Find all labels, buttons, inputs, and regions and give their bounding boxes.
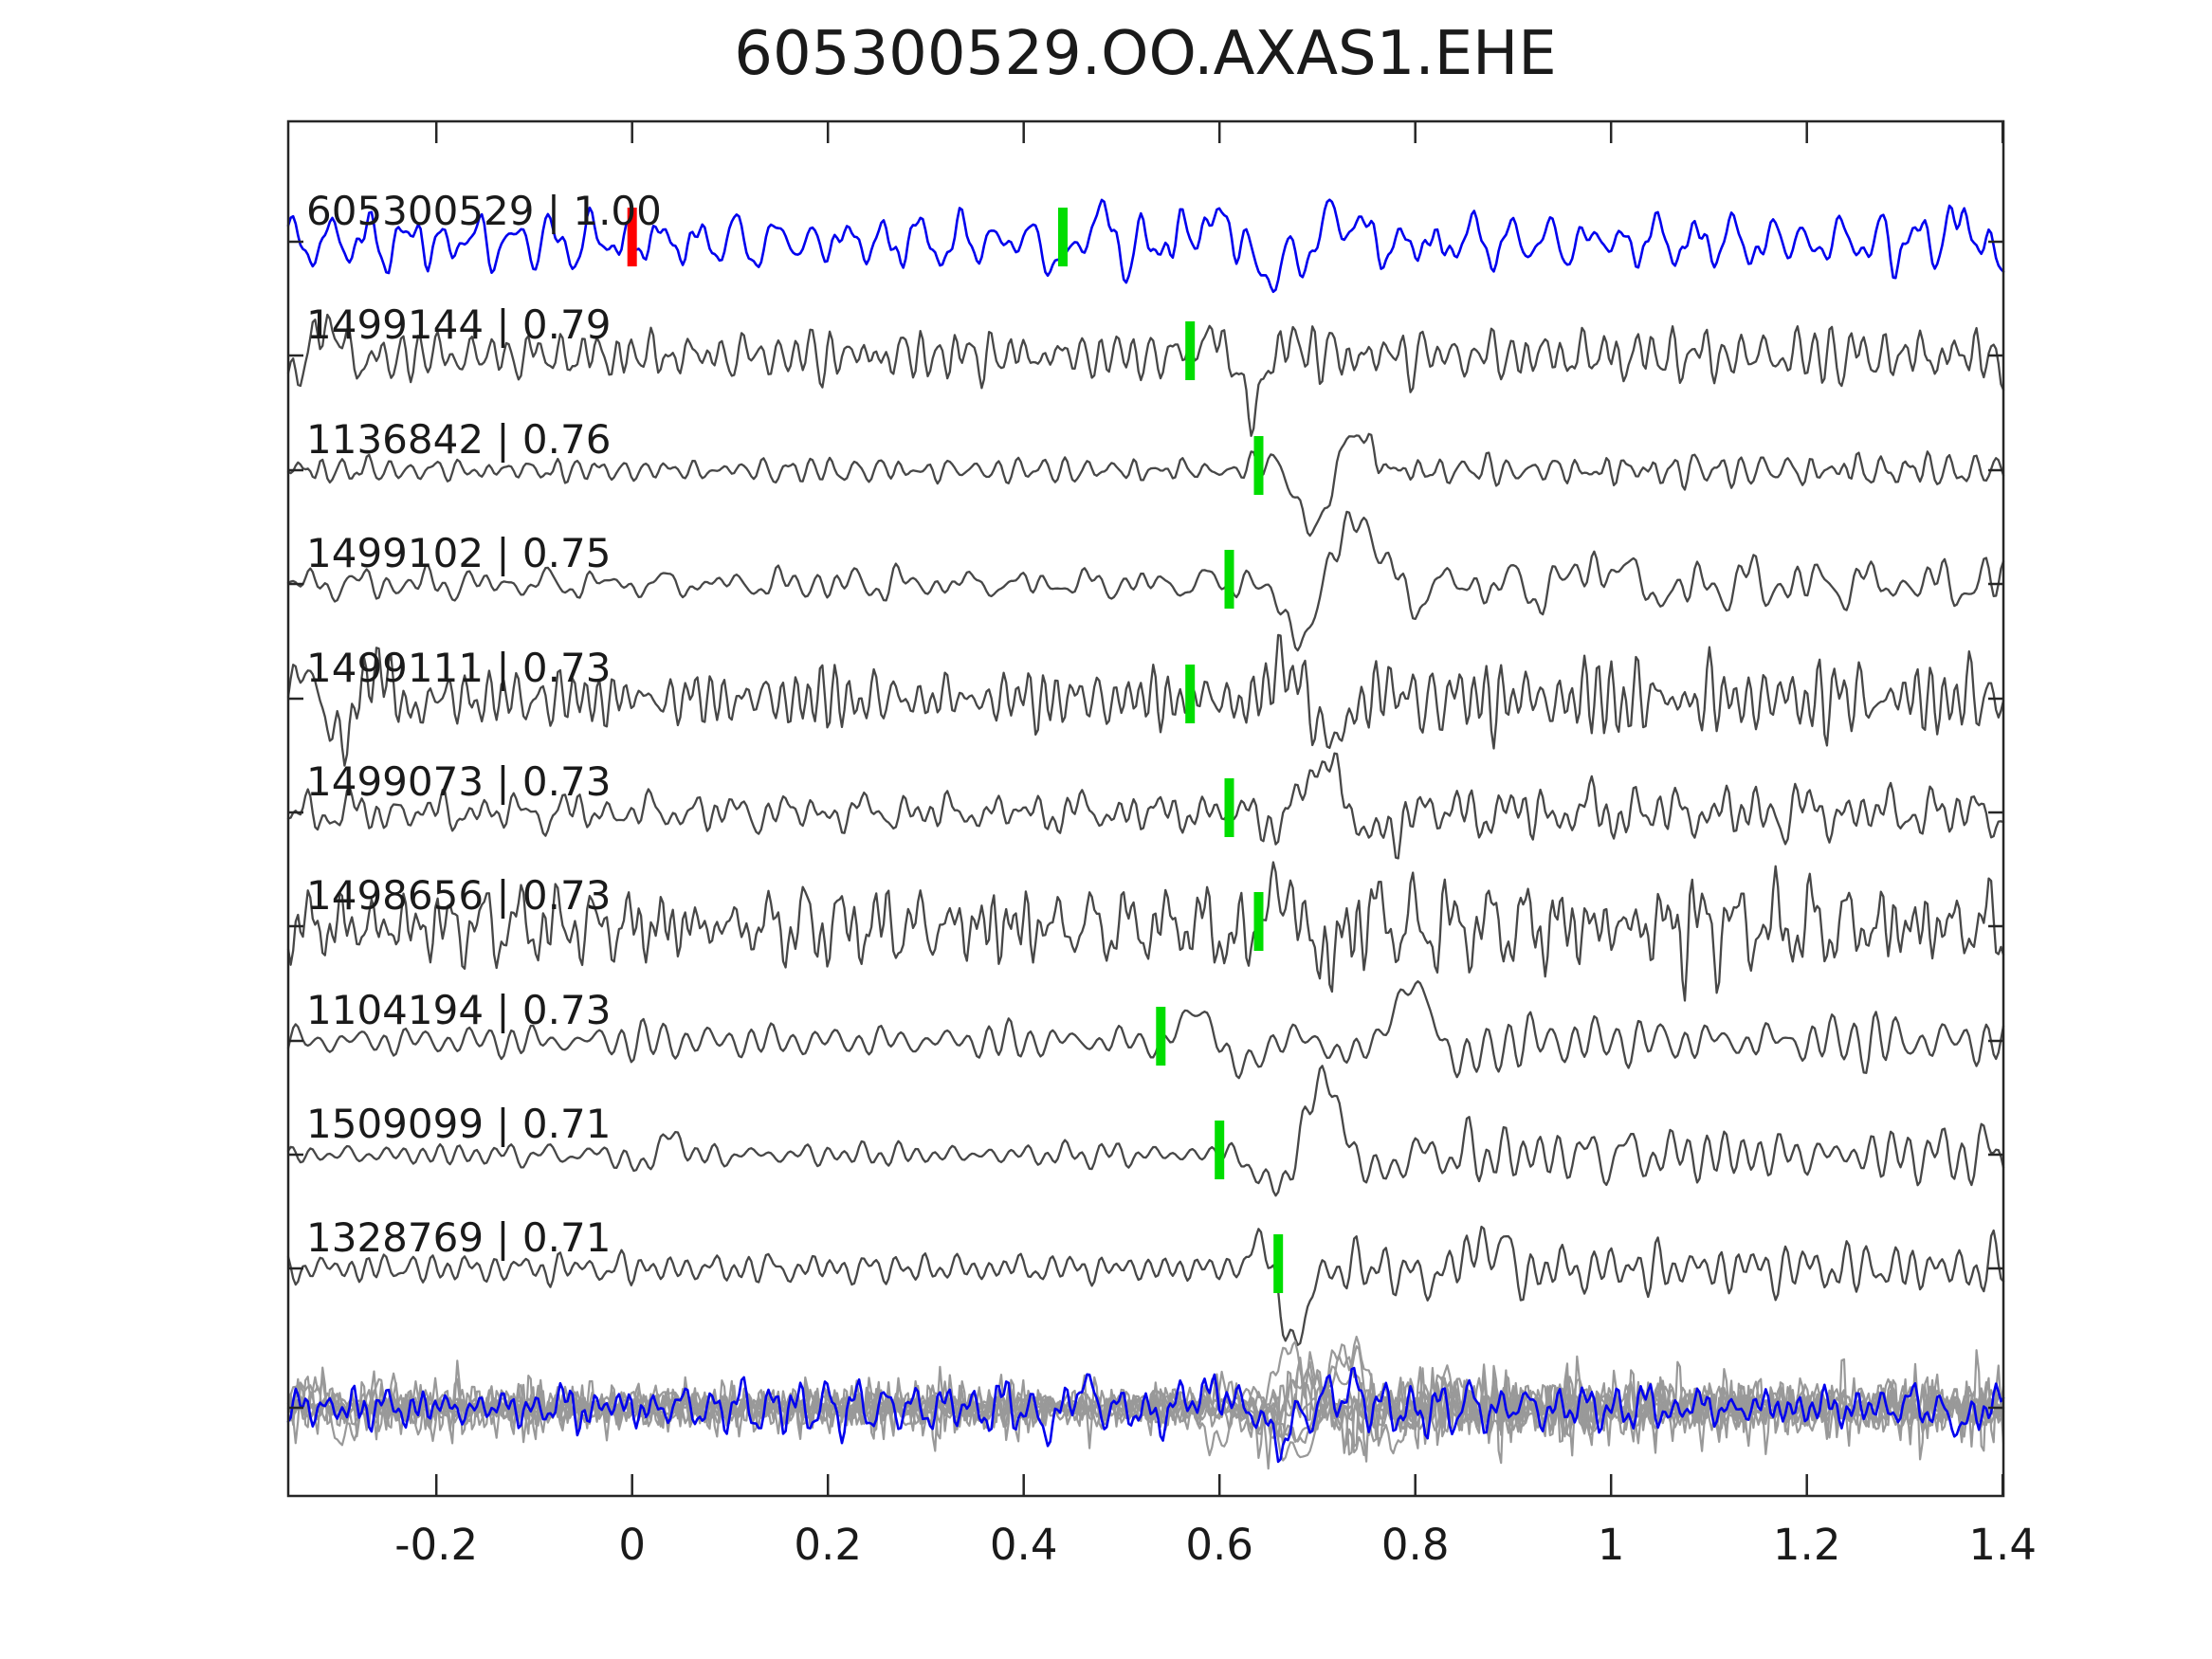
trace-label-1499144: 1499144 | 0.79 (306, 301, 611, 348)
pick-marker (1224, 550, 1234, 609)
pick-marker (1253, 436, 1264, 495)
trace-label-1499111: 1499111 | 0.73 (306, 645, 611, 691)
master-pick-marker (627, 208, 637, 266)
trace-row-1104194 (286, 980, 2005, 1080)
trace-waveform (286, 633, 2005, 767)
trace-row-1499102 (286, 510, 2005, 652)
trace-waveform (286, 861, 2005, 1002)
x-tick-label: 0 (618, 1520, 646, 1570)
pick-marker (1156, 1007, 1166, 1066)
pick-marker (1273, 1234, 1284, 1293)
trace-waveform (286, 198, 2005, 294)
trace-waveform (286, 1065, 2005, 1197)
plot-title: 605300529.OO.AXAS1.EHE (734, 19, 1556, 89)
trace-waveform (286, 1225, 2005, 1346)
x-tick-label: 1 (1598, 1520, 1625, 1570)
trace-label-1498656: 1498656 | 0.73 (306, 872, 611, 919)
pick-marker (1253, 892, 1264, 951)
trace-row-605300529 (286, 198, 2005, 294)
pick-marker (1185, 321, 1196, 380)
trace-waveform (286, 313, 2005, 437)
pick-marker (1185, 665, 1196, 723)
trace-label-1499102: 1499102 | 0.75 (306, 530, 611, 576)
trace-labels: 605300529 | 1.00 1499144 | 0.79 1136842 | … (306, 188, 662, 1261)
trace-row-1499073 (286, 752, 2005, 860)
trace-row-1498656 (286, 861, 2005, 1002)
x-tick-label: 0.6 (1185, 1520, 1253, 1570)
trace-rows (286, 198, 2005, 1346)
overlay-waveform-master (286, 1366, 2005, 1464)
trace-waveform (286, 432, 2005, 538)
trace-row-1509099 (286, 1065, 2005, 1197)
x-tick-label: 1.2 (1773, 1520, 1841, 1570)
x-tick-label: 0.2 (794, 1520, 862, 1570)
trace-row-1328769 (286, 1225, 2005, 1346)
trace-label-1104194: 1104194 | 0.73 (306, 987, 611, 1033)
trace-waveform (286, 752, 2005, 860)
trace-row-1136842 (286, 432, 2005, 538)
pick-marker (1215, 1121, 1225, 1179)
x-tick-label: -0.2 (394, 1520, 478, 1570)
overlay-row (286, 1335, 2005, 1470)
x-tick-label: 0.4 (990, 1520, 1058, 1570)
trace-waveform (286, 510, 2005, 652)
trace-label-1136842: 1136842 | 0.76 (306, 416, 611, 463)
trace-label-1328769: 1328769 | 0.71 (306, 1214, 611, 1261)
trace-row-1499144 (286, 313, 2005, 437)
trace-label-1499073: 1499073 | 0.73 (306, 758, 611, 805)
plot-border (286, 119, 2005, 1498)
x-tick-label: 0.8 (1381, 1520, 1450, 1570)
overlay-waveform-1104194 (286, 1364, 2005, 1457)
pick-marker (1224, 778, 1234, 837)
trace-label-605300529: 605300529 | 1.00 (306, 188, 662, 234)
x-tick-label: 1.4 (1968, 1520, 2037, 1570)
pick-markers (627, 208, 1284, 1293)
pick-marker (1058, 208, 1068, 266)
trace-row-1499111 (286, 633, 2005, 767)
trace-label-1509099: 1509099 | 0.71 (306, 1101, 611, 1147)
trace-waveform (286, 980, 2005, 1080)
axis: -0.2 0 0.2 0.4 0.6 0.8 1 1.2 1.4 (288, 121, 2037, 1570)
